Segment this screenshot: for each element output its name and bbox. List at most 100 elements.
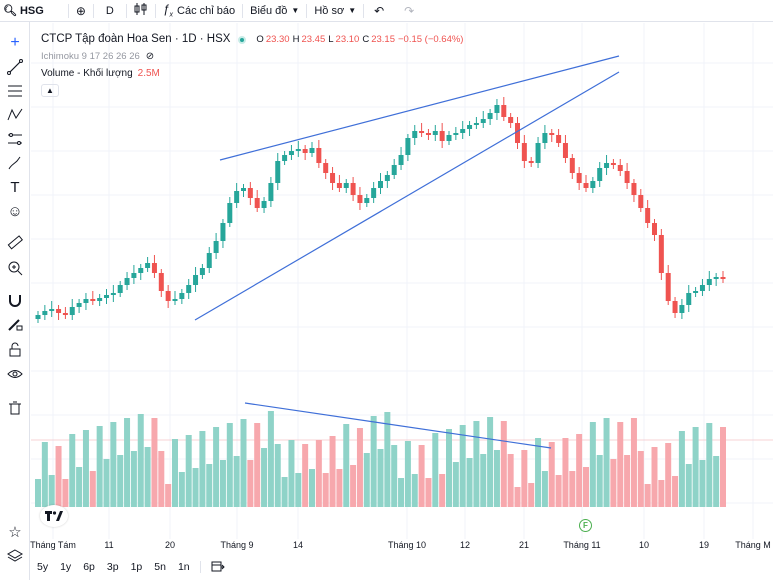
volume-bar <box>370 416 377 507</box>
candle-body <box>131 273 137 278</box>
fib-icon <box>8 85 22 97</box>
chart-area[interactable] <box>31 23 773 555</box>
volume-indicator-label[interactable]: Volume - Khối lượng <box>41 68 133 79</box>
calendar-arrow-icon <box>211 561 225 571</box>
volume-bar <box>487 417 494 507</box>
measure-tool[interactable] <box>5 129 25 149</box>
range-button-1n[interactable]: 1n <box>177 561 190 573</box>
range-button-5y[interactable]: 5y <box>37 561 49 573</box>
chart-type-button[interactable] <box>127 0 155 22</box>
trendline-tool[interactable] <box>5 57 25 77</box>
watchlist-tool[interactable]: ☆ <box>5 522 25 542</box>
candle-body <box>234 191 240 203</box>
candle-body <box>446 135 452 141</box>
volume-bar <box>651 447 658 507</box>
interval-button[interactable]: D <box>94 0 126 22</box>
candle-body <box>556 135 562 143</box>
chart-menu-label: Biểu đồ <box>250 4 288 17</box>
volume-bar <box>137 414 144 507</box>
candle-body <box>569 158 575 173</box>
pattern-tool[interactable] <box>5 105 25 125</box>
candle-body <box>104 295 109 298</box>
candle-body <box>432 131 438 135</box>
candle-body <box>227 203 233 223</box>
lock-drawing-tool[interactable] <box>5 314 25 334</box>
range-button-5n[interactable]: 5n <box>154 561 166 573</box>
volume-bar <box>658 480 665 507</box>
candle-body <box>610 163 616 165</box>
crosshair-tool[interactable]: + <box>5 33 25 53</box>
candle-body <box>652 223 657 235</box>
brush-tool[interactable] <box>5 153 25 173</box>
tv-logo-icon <box>45 511 63 521</box>
volume-bar <box>206 464 213 507</box>
wedge-lower-trendline <box>194 71 620 321</box>
candle-body <box>83 299 89 303</box>
hide-tool[interactable] <box>5 364 25 384</box>
symbol-label: HSG <box>19 4 44 17</box>
remove-tool[interactable] <box>5 398 25 418</box>
candle-body <box>378 181 383 188</box>
candle-body <box>151 263 157 273</box>
candle-body <box>268 183 274 201</box>
divider <box>363 3 365 18</box>
compare-button[interactable]: ⊕ <box>69 0 93 22</box>
candle-body <box>515 123 520 143</box>
chart-menu-button[interactable]: Biểu đồ ▼ <box>243 0 306 22</box>
symbol-search[interactable]: 🔍︎ HSG <box>0 0 68 22</box>
volume-bar <box>233 456 240 507</box>
event-badge[interactable]: F <box>579 519 592 532</box>
ruler-tool[interactable] <box>5 232 25 252</box>
time-axis-tick: 11 <box>104 540 114 550</box>
profile-menu-button[interactable]: Hồ sơ ▼ <box>307 0 363 22</box>
goto-date-button[interactable] <box>205 560 231 575</box>
volume-bar <box>377 449 384 507</box>
volume-bar <box>130 451 137 507</box>
range-button-1p[interactable]: 1p <box>130 561 143 573</box>
divider <box>199 561 201 573</box>
time-axis[interactable]: Tháng Tám 11 20 Tháng 9 14 Tháng 10 12 21 Tháng … <box>30 540 773 554</box>
emoji-tool[interactable]: ☺ <box>5 201 25 221</box>
candle-body <box>501 105 507 117</box>
candle-body <box>323 163 329 173</box>
volume-bar <box>391 445 398 507</box>
candle-body <box>138 268 144 273</box>
candle-body <box>179 293 185 299</box>
object-tree-tool[interactable] <box>5 546 25 566</box>
volume-bar <box>62 479 69 507</box>
collapse-legend-button[interactable]: ▲ <box>41 84 59 97</box>
volume-bar <box>48 475 55 507</box>
candle-body <box>247 188 253 198</box>
volume-bar <box>459 425 466 507</box>
trash-icon <box>9 401 21 415</box>
drawing-toolbar: + T ☺ ☆ <box>0 22 30 580</box>
lock-all-tool[interactable] <box>5 340 25 360</box>
time-axis-tick: 14 <box>292 540 304 550</box>
fib-tool[interactable] <box>5 81 25 101</box>
candle-body <box>562 143 568 158</box>
range-button-3p[interactable]: 3p <box>106 561 119 573</box>
volume-bar <box>493 450 500 507</box>
price-chart[interactable] <box>31 23 773 539</box>
candle-body <box>425 133 431 135</box>
candle-body <box>453 133 459 135</box>
zoom-tool[interactable] <box>5 258 25 278</box>
candle-body <box>617 165 623 171</box>
tradingview-logo[interactable] <box>40 505 68 527</box>
ichimoku-indicator-label[interactable]: Ichimoku 9 17 26 26 26 <box>41 51 140 62</box>
range-button-6p[interactable]: 6p <box>83 561 95 573</box>
undo-button[interactable]: ↶ <box>364 0 394 22</box>
volume-bar <box>288 440 295 507</box>
range-button-1y[interactable]: 1y <box>60 561 72 573</box>
candle-body <box>398 155 404 165</box>
time-axis-tick: 12 <box>459 540 471 550</box>
indicators-button[interactable]: ƒx Các chỉ báo <box>156 0 242 22</box>
volume-bar <box>76 467 83 507</box>
magnet-tool[interactable] <box>5 290 25 310</box>
redo-button[interactable]: ↷ <box>394 0 424 22</box>
candle-body <box>110 293 116 295</box>
candle-body <box>419 131 425 133</box>
text-tool[interactable]: T <box>5 177 25 197</box>
eye-off-icon[interactable]: ⊘ <box>145 51 155 62</box>
candle-body <box>384 175 390 181</box>
